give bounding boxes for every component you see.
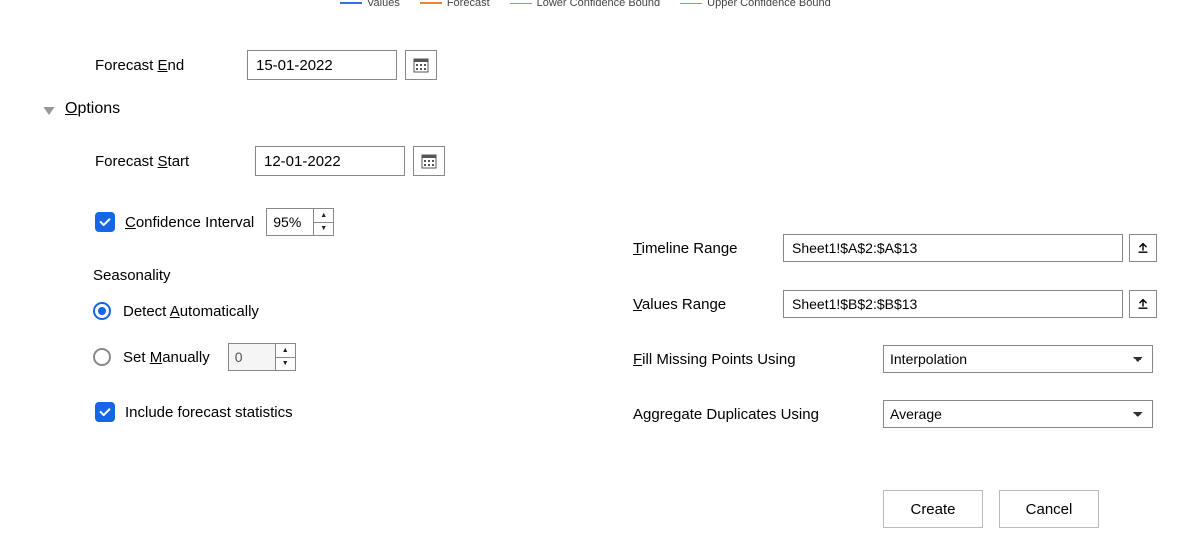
range-select-icon <box>1136 297 1150 311</box>
check-icon <box>98 215 112 229</box>
values-range-select-button[interactable] <box>1129 290 1157 318</box>
spin-down-button[interactable]: ▼ <box>314 223 333 236</box>
options-collapse-toggle[interactable] <box>43 107 54 115</box>
legend-label: Lower Confidence Bound <box>537 0 661 9</box>
include-stats-label: Include forecast statistics <box>125 404 293 421</box>
forecast-end-label: Forecast End <box>95 57 247 74</box>
legend-upper-bound: Upper Confidence Bound <box>680 0 831 9</box>
confidence-interval-checkbox[interactable] <box>95 212 115 232</box>
seasonality-manual-value <box>229 344 275 370</box>
fill-missing-select[interactable]: Interpolation <box>883 345 1153 373</box>
confidence-interval-label: Confidence Interval <box>125 214 254 231</box>
timeline-range-input[interactable] <box>783 234 1123 262</box>
range-select-icon <box>1136 241 1150 255</box>
confidence-interval-spinner[interactable]: ▲ ▼ <box>266 208 334 236</box>
legend-values: Values <box>340 0 400 9</box>
confidence-interval-value[interactable] <box>267 209 313 235</box>
spin-down-button: ▼ <box>276 358 295 371</box>
seasonality-heading: Seasonality <box>93 267 171 284</box>
seasonality-manual-spinner: ▲ ▼ <box>228 343 296 371</box>
seasonality-manual-radio[interactable] <box>93 348 111 366</box>
chart-legend: Values Forecast Lower Confidence Bound U… <box>340 0 831 9</box>
legend-lower-bound: Lower Confidence Bound <box>510 0 661 9</box>
seasonality-auto-label: Detect Automatically <box>123 303 259 320</box>
values-range-label: Values Range <box>633 296 783 313</box>
forecast-start-label: Forecast Start <box>95 153 255 170</box>
spin-up-button: ▲ <box>276 344 295 358</box>
legend-label: Upper Confidence Bound <box>707 0 831 9</box>
calendar-icon <box>421 153 437 169</box>
timeline-range-select-button[interactable] <box>1129 234 1157 262</box>
legend-label: Forecast <box>447 0 490 9</box>
include-stats-checkbox[interactable] <box>95 402 115 422</box>
legend-forecast: Forecast <box>420 0 490 9</box>
seasonality-auto-radio[interactable] <box>93 302 111 320</box>
seasonality-manual-label: Set Manually <box>123 349 210 366</box>
legend-line-icon <box>420 2 442 4</box>
legend-line-icon <box>340 2 362 4</box>
values-range-input[interactable] <box>783 290 1123 318</box>
forecast-end-input[interactable] <box>247 50 397 80</box>
aggregate-label: Aggregate Duplicates Using <box>633 406 883 423</box>
create-button[interactable]: Create <box>883 490 983 528</box>
aggregate-select[interactable]: Average <box>883 400 1153 428</box>
check-icon <box>98 405 112 419</box>
forecast-end-datepicker-button[interactable] <box>405 50 437 80</box>
legend-line-icon <box>680 3 702 4</box>
legend-line-icon <box>510 3 532 4</box>
calendar-icon <box>413 57 429 73</box>
cancel-button[interactable]: Cancel <box>999 490 1099 528</box>
spin-up-button[interactable]: ▲ <box>314 209 333 223</box>
fill-missing-label: Fill Missing Points Using <box>633 351 883 368</box>
timeline-range-label: Timeline Range <box>633 240 783 257</box>
forecast-start-input[interactable] <box>255 146 405 176</box>
legend-label: Values <box>367 0 400 9</box>
forecast-start-datepicker-button[interactable] <box>413 146 445 176</box>
options-heading: Options <box>65 100 120 118</box>
